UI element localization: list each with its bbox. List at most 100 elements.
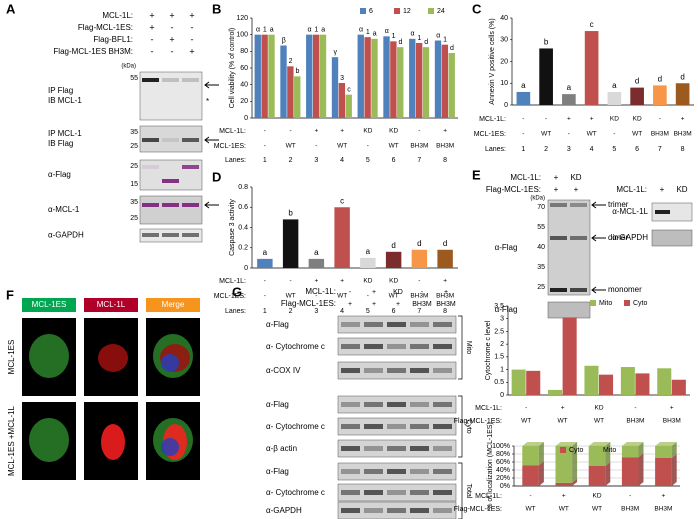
- row-value: +: [561, 405, 565, 412]
- blot: [547, 301, 591, 319]
- bar: [364, 37, 371, 118]
- row-value: -: [315, 143, 317, 150]
- row-value: +: [662, 493, 666, 500]
- y-tick-label: 2.5: [494, 328, 504, 335]
- band: [142, 233, 159, 237]
- bar-top: [588, 442, 611, 446]
- y-tick-label: 10: [500, 80, 508, 87]
- band: [142, 165, 159, 169]
- bar-segment: [555, 482, 573, 486]
- y-tick-label: 3: [500, 316, 504, 323]
- bar: [331, 57, 339, 118]
- label: 40: [537, 244, 545, 251]
- blot: [337, 483, 457, 502]
- x-tick-label: 5: [366, 157, 370, 164]
- y-tick-label: 2: [500, 341, 504, 348]
- row-label: MCL-1L:: [479, 116, 506, 123]
- legend-swatch: [624, 300, 630, 306]
- label: MCL-1L:: [305, 287, 336, 296]
- label: α-GAPDH: [48, 231, 84, 240]
- y-tick-label: 0: [244, 115, 248, 122]
- band: [162, 138, 179, 142]
- row-label: MCL-1L:: [475, 405, 502, 412]
- row-value: BH3M: [436, 293, 454, 300]
- row-value: +: [314, 278, 318, 285]
- annotation: d: [399, 39, 403, 46]
- label: MCL-1L:: [102, 11, 133, 20]
- row-value: +: [340, 128, 344, 135]
- band: [550, 203, 567, 207]
- label: 25: [130, 143, 138, 150]
- row-value: BH3M: [654, 506, 672, 513]
- band: [387, 368, 406, 373]
- legend-swatch: [594, 447, 600, 453]
- bar: [415, 43, 423, 118]
- y-tick-label: 3.5: [494, 303, 504, 310]
- label: α- Cytochrome c: [266, 488, 325, 497]
- bar: [448, 53, 455, 118]
- row-value: WT: [558, 418, 568, 425]
- label: 35: [130, 129, 138, 136]
- column-header: [146, 298, 200, 312]
- label: Flag-BFL1:: [93, 35, 133, 44]
- bar: [294, 76, 301, 118]
- row-value: -: [629, 493, 631, 500]
- label: α-Flag: [495, 305, 518, 314]
- annotation: d: [391, 241, 395, 250]
- y-tick-label: 20: [500, 58, 508, 65]
- legend-label: Mito: [599, 300, 612, 307]
- annotation: a: [567, 83, 572, 92]
- x-tick-label: 4: [590, 146, 594, 153]
- bar: [287, 66, 294, 118]
- legend-label: Mito: [603, 447, 616, 454]
- bar-side: [638, 442, 644, 458]
- label: 25: [130, 215, 138, 222]
- band: [387, 344, 406, 349]
- label: KD: [393, 289, 403, 296]
- y-tick-label: 0.6: [238, 204, 248, 211]
- annotation: a: [366, 247, 371, 256]
- band: [433, 508, 452, 513]
- column-header: [22, 298, 76, 312]
- legend-label: 6: [369, 8, 373, 15]
- bar: [254, 34, 261, 118]
- label: -: [151, 46, 154, 56]
- annotation: a: [263, 248, 268, 257]
- y-tick-label: 40%: [496, 467, 510, 474]
- y-axis-label: Caspase 3 activity: [229, 199, 236, 256]
- bar: [312, 34, 320, 118]
- band: [655, 210, 670, 214]
- x-tick-label: 1: [521, 146, 525, 153]
- row-label: MCL-1L:: [219, 128, 246, 135]
- row-value: KD: [610, 116, 619, 123]
- y-axis-label: Cytochrome c level: [485, 320, 492, 380]
- y-tick-label: 100%: [492, 443, 510, 450]
- row-value: -: [367, 143, 369, 150]
- arrow: [591, 234, 606, 242]
- band: [410, 469, 429, 474]
- bar-segment: [588, 466, 606, 486]
- label: 70: [537, 204, 545, 211]
- band: [570, 203, 587, 207]
- label: IB MCL-1: [48, 96, 82, 105]
- label: +: [169, 10, 174, 20]
- annotation: a: [521, 81, 526, 90]
- label: IP Flag: [48, 86, 73, 95]
- blot: [139, 195, 203, 225]
- label: Flag-MCL-1ES BH3M:: [53, 47, 133, 56]
- band: [364, 344, 383, 349]
- bar: [319, 34, 327, 118]
- band: [341, 490, 360, 495]
- label: Mito: [465, 341, 472, 354]
- legend-swatch: [560, 447, 566, 453]
- bar: [657, 368, 672, 395]
- bar: [599, 374, 614, 395]
- label: 15: [130, 181, 138, 188]
- label: -: [151, 34, 154, 44]
- x-axis-label: Lanes:: [225, 157, 246, 164]
- annotation: α: [307, 27, 311, 34]
- x-tick-label: 8: [443, 308, 447, 315]
- row-value: -: [634, 405, 636, 412]
- row-value: WT: [521, 418, 531, 425]
- annotation: β: [282, 37, 286, 44]
